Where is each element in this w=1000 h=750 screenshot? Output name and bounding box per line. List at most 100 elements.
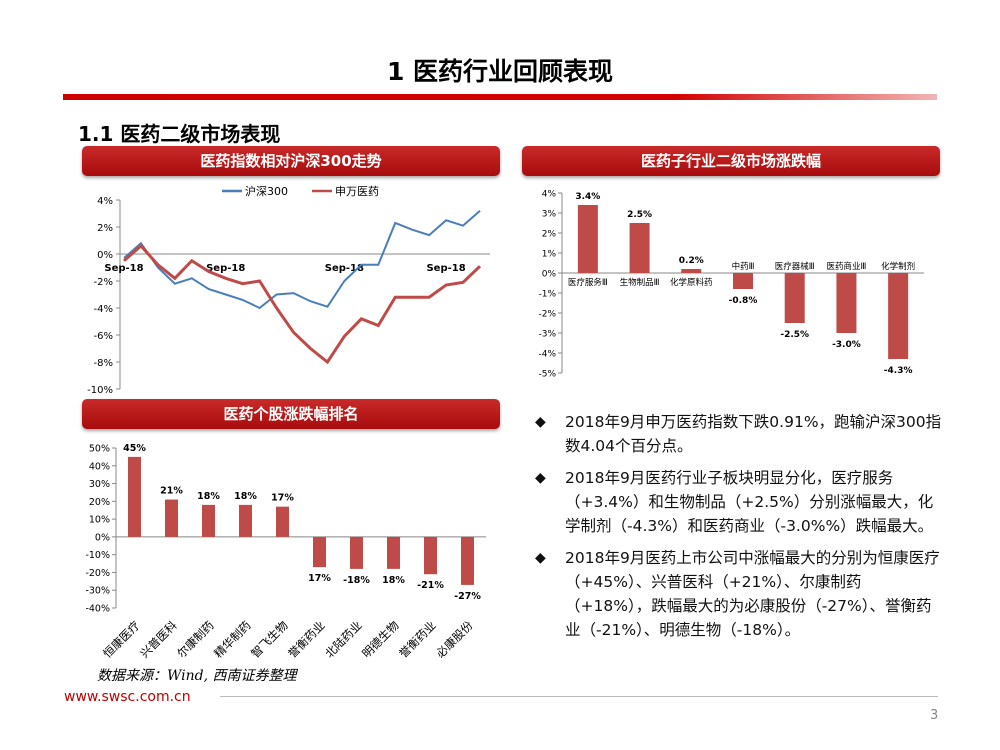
y-tick-label: 40% <box>89 461 110 472</box>
website-link[interactable]: www.swsc.com.cn <box>64 689 191 705</box>
diamond-bullet-icon: ◆ <box>535 414 546 430</box>
bar-value-label: -21% <box>417 580 444 591</box>
y-tick-label: 0% <box>542 270 557 280</box>
page-number: 3 <box>930 708 939 723</box>
bar-value-label: 3.4% <box>575 192 600 202</box>
category-label: 中药Ⅲ <box>732 261 755 272</box>
commentary-list: ◆ 2018年9月申万医药指数下跌0.91%，跑输沪深300指数4.04个百分点… <box>535 410 945 650</box>
bar <box>733 273 753 289</box>
bar-value-label: -3.0% <box>832 340 861 350</box>
y-tick-label: 4% <box>97 196 113 207</box>
bar-value-label: 21% <box>160 486 183 497</box>
y-tick-label: -10% <box>87 385 113 394</box>
y-tick-label: -8% <box>94 358 113 369</box>
y-tick-label: 1% <box>542 250 557 260</box>
bar-value-label: 0.2% <box>679 256 704 266</box>
x-tick-label: Sep-18 <box>426 263 465 274</box>
y-tick-label: -5% <box>538 370 556 380</box>
bar <box>836 273 857 333</box>
diamond-bullet-icon: ◆ <box>535 550 546 566</box>
bar-value-label: -4.3% <box>884 366 913 376</box>
category-label: 恒康医疗 <box>100 618 142 660</box>
category-label: 医药商业Ⅲ <box>826 261 866 272</box>
bar <box>681 269 702 273</box>
bar-value-label: -18% <box>343 575 370 586</box>
category-label: 尔康制药 <box>174 618 216 660</box>
category-label: 医疗服务Ⅲ <box>568 277 608 288</box>
y-tick-label: -40% <box>85 604 110 615</box>
y-tick-label: 50% <box>89 444 110 455</box>
line-chart-banner: 医药指数相对沪深300走势 <box>82 146 500 176</box>
x-tick-label: Sep-18 <box>206 263 245 274</box>
category-label: 兴普医科 <box>137 618 180 661</box>
category-label: 誉衡药业 <box>396 618 438 660</box>
commentary-text: 2018年9月医药行业子板块明显分化，医疗服务（+3.4%）和生物制品（+2.5… <box>565 469 934 535</box>
bar <box>424 536 437 575</box>
title-divider <box>63 94 937 100</box>
category-label: 化学原料药 <box>670 277 713 288</box>
y-tick-label: -1% <box>538 290 556 300</box>
bar <box>276 506 289 537</box>
bar-value-label: -2.5% <box>780 330 809 340</box>
bar-value-label: -27% <box>454 591 481 602</box>
y-tick-label: 10% <box>89 515 110 526</box>
bar <box>128 456 141 537</box>
subsector-bar-chart: 4% 3% 2% 1% 0% -1% -2% -3% -4% -5% 3.4% 医疗服务Ⅲ 2.5% 生物… <box>538 190 924 380</box>
diamond-bullet-icon: ◆ <box>535 470 546 486</box>
bar <box>313 536 326 568</box>
y-tick-label: -30% <box>85 586 110 597</box>
x-tick-label: Sep-18 <box>325 263 364 274</box>
y-tick-label: 30% <box>89 479 110 490</box>
series-line <box>123 210 481 310</box>
bar <box>350 536 363 569</box>
bar <box>784 273 805 323</box>
category-label: 化学制剂 <box>881 261 915 272</box>
subsector-chart-banner: 医药子行业二级市场涨跌幅 <box>522 146 940 176</box>
bar-value-label: 17% <box>308 573 331 584</box>
y-tick-label: -2% <box>94 277 113 288</box>
bar-value-label: 2.5% <box>627 210 652 220</box>
commentary-text: 2018年9月医药上市公司中涨幅最大的分别为恒康医疗（+45%）、兴普医科（+2… <box>565 549 940 639</box>
commentary-text: 2018年9月申万医药指数下跌0.91%，跑输沪深300指数4.04个百分点。 <box>565 413 942 455</box>
bar-value-label: 18% <box>197 491 220 502</box>
category-label: 医疗器械Ⅲ <box>775 261 815 272</box>
y-tick-label: 3% <box>542 210 557 220</box>
bar <box>165 499 178 537</box>
series-line <box>123 243 482 365</box>
category-label: 精华制药 <box>211 618 253 660</box>
category-label: 北陆药业 <box>322 618 364 660</box>
commentary-item: ◆ 2018年9月申万医药指数下跌0.91%，跑输沪深300指数4.04个百分点… <box>535 410 945 458</box>
x-tick-label: Sep-18 <box>104 263 143 274</box>
category-label: 智飞生物 <box>248 618 290 660</box>
bar-value-label: 18% <box>382 575 405 586</box>
y-tick-label: 2% <box>542 230 557 240</box>
bar <box>461 536 474 585</box>
bar-value-label: -0.8% <box>729 296 758 306</box>
y-tick-label: 2% <box>97 223 113 234</box>
bar <box>577 205 598 273</box>
page-title: 1 医药行业回顾表现 <box>386 57 614 86</box>
y-tick-label: -20% <box>85 568 110 579</box>
bar <box>239 504 252 537</box>
footer-divider <box>220 696 938 697</box>
bar <box>202 504 215 537</box>
y-tick-label: -6% <box>94 331 113 342</box>
bar <box>629 223 650 273</box>
category-label: 明德生物 <box>359 618 401 660</box>
y-tick-label: -4% <box>538 350 556 360</box>
bar-value-label: 45% <box>123 443 146 454</box>
y-tick-label: -10% <box>85 550 110 561</box>
section-title: 1.1 医药二级市场表现 <box>78 122 281 146</box>
y-tick-label: 20% <box>89 497 110 508</box>
bar <box>387 536 400 569</box>
y-tick-label: 0% <box>95 532 110 543</box>
data-source-note: 数据来源：Wind, 西南证券整理 <box>97 668 297 684</box>
commentary-item: ◆ 2018年9月医药行业子板块明显分化，医疗服务（+3.4%）和生物制品（+2… <box>535 466 945 538</box>
y-tick-label: -3% <box>538 330 556 340</box>
y-tick-label: -2% <box>538 310 556 320</box>
legend-label: 沪深300 <box>245 184 288 198</box>
bar-value-label: 18% <box>234 491 257 502</box>
y-tick-label: 0% <box>97 250 113 261</box>
y-tick-label: 4% <box>542 190 557 200</box>
y-tick-label: -4% <box>94 304 113 315</box>
